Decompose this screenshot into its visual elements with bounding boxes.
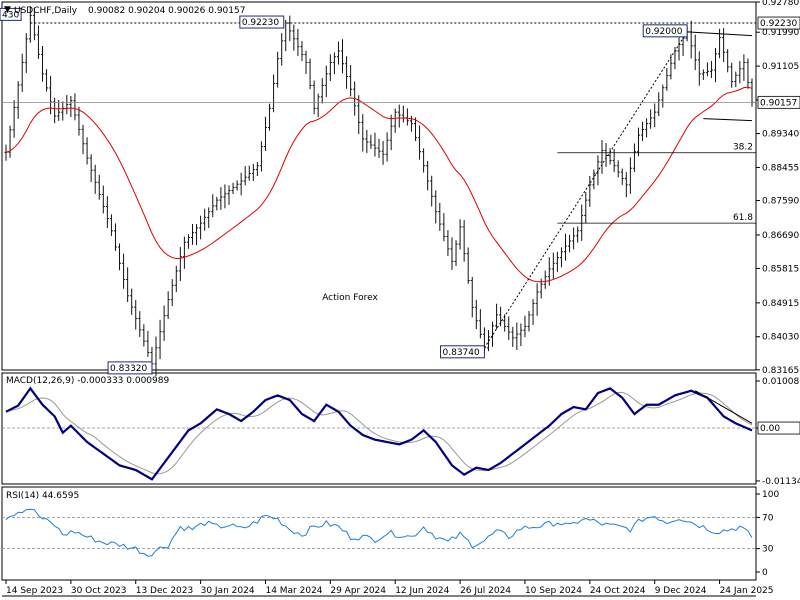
x-tick-label: 14 Sep 2023 — [6, 586, 63, 596]
macd-line — [5, 386, 753, 481]
price-annotation-box — [642, 24, 688, 38]
price-annotation-label: 430 — [2, 10, 19, 20]
x-tick-label: 30 Jan 2024 — [201, 586, 255, 596]
x-tick-label: 30 Oct 2023 — [71, 586, 127, 596]
moving-average-line — [5, 86, 753, 283]
lower-channel-line — [703, 118, 753, 122]
price-y-tick-label: 0.84915 — [762, 299, 799, 309]
rsi-title: RSI(14) 44.6595 — [6, 491, 79, 501]
macd-trend-line — [694, 390, 753, 424]
rsi-y-tick-label: 0 — [762, 568, 768, 578]
watermark: Action Forex — [322, 293, 378, 303]
price-annotation-label: 0.83740 — [443, 348, 480, 358]
fib-level-label: 61.8 — [733, 213, 753, 223]
macd-y-tick-label: 0.010086 — [762, 377, 800, 387]
upper-channel-line — [687, 31, 753, 37]
price-annotation-label: 0.92000 — [645, 27, 682, 37]
x-tick-label: 26 Jul 2024 — [460, 586, 511, 596]
x-tick-label: 14 Mar 2024 — [265, 586, 322, 596]
resistance-axis-label: 0.92230 — [760, 19, 797, 29]
dropdown-icon: ▼ — [4, 5, 11, 15]
macd-title: MACD(12,26,9) -0.000333 0.000989 — [6, 376, 169, 386]
macd-signal-line — [5, 391, 753, 475]
ohlc-values-label: 0.90082 0.90204 0.90026 0.90157 — [88, 6, 245, 16]
x-tick-label: 13 Dec 2023 — [136, 586, 194, 596]
price-y-tick-label: 0.85815 — [762, 264, 799, 274]
price-y-tick-label: 0.83165 — [762, 366, 799, 376]
price-y-tick-label: 0.86690 — [762, 231, 799, 241]
rsi-y-tick-label: 70 — [762, 513, 774, 523]
resistance-axis-label-box — [757, 16, 800, 30]
rsi-y-tick-label: 100 — [762, 490, 779, 500]
symbol-timeframe-label: USDCHF,Daily — [14, 6, 78, 16]
current-price-axis-label-box — [757, 95, 800, 109]
x-tick-label: 10 Sep 2024 — [525, 586, 582, 596]
macd-current-axis-label-box — [757, 421, 800, 435]
trend-line — [483, 31, 688, 349]
price-annotation-box — [239, 15, 285, 29]
macd-pane-frame — [1, 372, 757, 485]
price-y-tick-label: 0.87590 — [762, 197, 799, 207]
price-bars — [4, 6, 754, 377]
macd-current-axis-label: 0.00 — [760, 424, 780, 434]
macd-y-tick-label: -0.011342 — [762, 477, 800, 487]
price-y-tick-label: 0.89340 — [762, 130, 799, 140]
current-price-axis-label: 0.90157 — [760, 98, 797, 108]
price-y-tick-label: 0.91105 — [762, 62, 799, 72]
price-annotation-label: 0.92230 — [242, 18, 279, 28]
price-pane-frame — [1, 1, 757, 371]
price-y-tick-label: 0.91990 — [762, 28, 799, 38]
x-tick-label: 9 Dec 2024 — [655, 586, 707, 596]
x-tick-label: 24 Jan 2025 — [720, 586, 774, 596]
rsi-y-tick-label: 30 — [762, 545, 774, 555]
fib-level-label: 38.2 — [733, 143, 753, 153]
price-annotation-label: 0.83320 — [110, 364, 147, 374]
x-tick-label: 29 Apr 2024 — [330, 586, 386, 596]
rsi-pane-frame — [1, 486, 757, 581]
x-tick-label: 24 Oct 2024 — [590, 586, 646, 596]
price-y-tick-label: 0.84030 — [762, 333, 799, 343]
price-annotation-box — [0, 7, 22, 21]
price-annotation-box — [107, 361, 153, 375]
x-tick-label: 12 Jun 2024 — [395, 586, 449, 596]
price-y-tick-label: 0.92780 — [762, 0, 799, 8]
rsi-line — [5, 508, 753, 557]
price-annotation-box — [440, 345, 485, 359]
price-y-tick-label: 0.88455 — [762, 163, 799, 173]
